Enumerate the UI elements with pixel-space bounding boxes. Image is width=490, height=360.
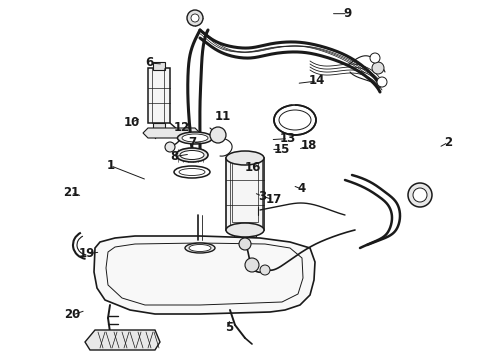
Text: 18: 18 — [300, 139, 317, 152]
Circle shape — [377, 77, 387, 87]
Text: 19: 19 — [79, 247, 96, 260]
Circle shape — [239, 238, 251, 250]
Circle shape — [191, 14, 199, 22]
Text: 2: 2 — [444, 136, 452, 149]
Text: 17: 17 — [265, 193, 282, 206]
Bar — [148, 272, 170, 287]
Text: 9: 9 — [344, 7, 352, 20]
Polygon shape — [85, 330, 160, 350]
Text: 12: 12 — [174, 121, 191, 134]
Ellipse shape — [182, 134, 208, 142]
Circle shape — [245, 258, 259, 272]
Polygon shape — [143, 128, 200, 138]
Circle shape — [408, 183, 432, 207]
Text: 10: 10 — [123, 116, 140, 129]
Circle shape — [370, 53, 380, 63]
Text: 21: 21 — [63, 186, 79, 199]
Bar — [153, 62, 165, 70]
Text: 16: 16 — [245, 161, 261, 174]
Circle shape — [372, 62, 384, 74]
Text: 20: 20 — [64, 309, 81, 321]
Bar — [175, 272, 197, 287]
Text: 7: 7 — [189, 136, 196, 149]
Circle shape — [260, 265, 270, 275]
Circle shape — [413, 188, 427, 202]
Text: 11: 11 — [215, 111, 231, 123]
Bar — [234, 230, 256, 240]
Text: 13: 13 — [280, 132, 296, 145]
Ellipse shape — [189, 244, 211, 252]
Bar — [148, 68, 170, 123]
Ellipse shape — [226, 151, 264, 165]
Text: 14: 14 — [309, 75, 325, 87]
Bar — [153, 123, 165, 129]
Text: 15: 15 — [274, 143, 291, 156]
Bar — [226, 158, 264, 230]
Bar — [232, 162, 258, 222]
Text: 3: 3 — [258, 190, 266, 203]
Ellipse shape — [176, 148, 208, 162]
Text: 6: 6 — [146, 57, 153, 69]
Text: 8: 8 — [170, 150, 178, 163]
Ellipse shape — [185, 243, 215, 253]
Ellipse shape — [177, 132, 213, 144]
Text: 1: 1 — [106, 159, 114, 172]
Polygon shape — [94, 236, 315, 314]
Ellipse shape — [226, 223, 264, 237]
Circle shape — [210, 127, 226, 143]
Ellipse shape — [180, 150, 204, 159]
Text: 4: 4 — [297, 183, 305, 195]
Circle shape — [165, 142, 175, 152]
Circle shape — [187, 10, 203, 26]
Text: 5: 5 — [225, 321, 233, 334]
